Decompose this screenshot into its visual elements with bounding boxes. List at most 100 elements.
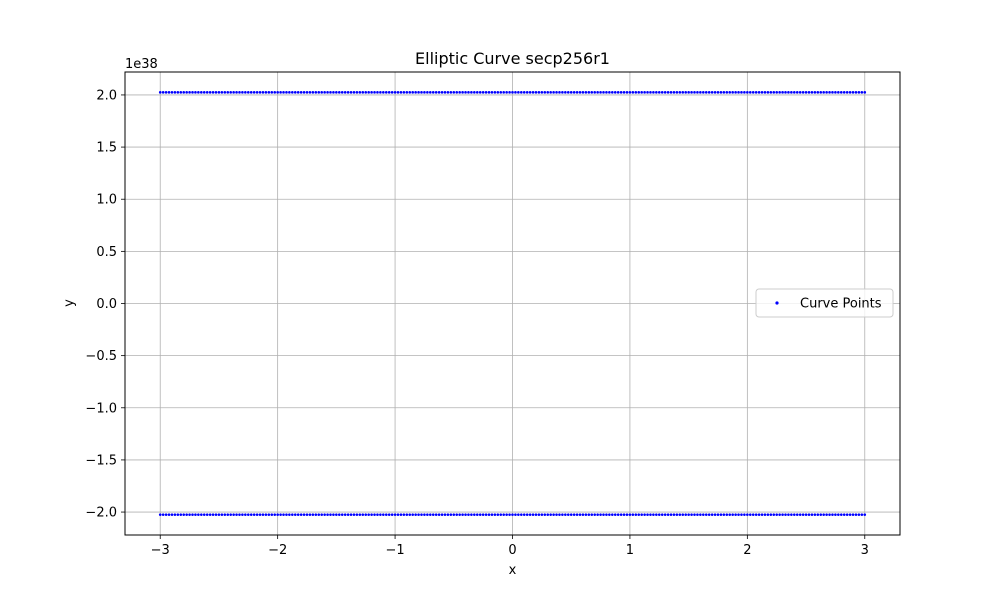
curve-point	[194, 513, 197, 516]
curve-point	[429, 91, 432, 94]
curve-point	[338, 513, 341, 516]
curve-point	[751, 513, 755, 516]
curve-point	[249, 513, 253, 516]
curve-point	[387, 91, 391, 94]
curve-point	[816, 513, 820, 516]
curve-point	[631, 91, 635, 94]
y-offset-text: 1e38	[125, 57, 158, 72]
curve-point	[408, 91, 412, 94]
curve-point	[719, 513, 723, 516]
curve-point	[572, 91, 576, 94]
curve-point	[293, 91, 297, 94]
curve-point	[323, 91, 326, 94]
curve-point	[311, 91, 315, 94]
curve-point	[854, 91, 858, 94]
curve-point	[308, 513, 312, 516]
curve-point	[349, 91, 353, 94]
curve-point	[470, 513, 473, 516]
curve-point	[493, 513, 497, 516]
curve-point	[842, 91, 846, 94]
curve-point	[842, 513, 846, 516]
curve-point	[740, 91, 743, 94]
curve-point	[675, 513, 679, 516]
curve-point	[340, 513, 344, 516]
curve-point	[649, 91, 652, 94]
curve-point	[276, 513, 279, 516]
curve-point	[426, 513, 429, 516]
curve-point	[167, 91, 171, 94]
curve-point	[605, 513, 608, 516]
y-axis-label: y	[62, 299, 77, 307]
curve-point	[431, 513, 435, 516]
curve-point	[329, 91, 332, 94]
curve-point	[161, 513, 165, 516]
curve-point	[728, 513, 732, 516]
curve-point	[558, 513, 561, 516]
curve-point	[338, 91, 341, 94]
curve-point	[308, 91, 312, 94]
curve-point	[713, 513, 717, 516]
curve-point	[657, 513, 661, 516]
curve-point	[202, 513, 206, 516]
curve-point	[860, 513, 864, 516]
curve-point	[452, 91, 456, 94]
curve-point	[675, 91, 679, 94]
curve-point	[778, 91, 781, 94]
curve-point	[429, 513, 432, 516]
curve-point	[702, 91, 705, 94]
curve-point	[302, 91, 306, 94]
curve-point	[599, 91, 602, 94]
y-tick-label: 0.0	[96, 297, 117, 312]
curve-point	[173, 91, 177, 94]
curve-point	[637, 513, 641, 516]
curve-point	[778, 513, 781, 516]
curve-point	[364, 91, 368, 94]
curve-point	[837, 513, 840, 516]
curve-point	[355, 91, 359, 94]
curve-point	[211, 513, 215, 516]
curve-point	[716, 513, 720, 516]
curve-point	[754, 91, 758, 94]
curve-point	[382, 513, 385, 516]
curve-point	[848, 91, 852, 94]
curve-point	[185, 513, 188, 516]
curve-point	[566, 513, 570, 516]
curve-point	[590, 513, 594, 516]
curve-point	[402, 513, 406, 516]
curve-point	[217, 513, 221, 516]
curve-point	[200, 91, 203, 94]
curve-point	[584, 91, 588, 94]
curve-point	[704, 513, 708, 516]
curve-point	[214, 513, 218, 516]
curve-point	[757, 91, 761, 94]
curve-point	[205, 91, 209, 94]
curve-point	[508, 513, 511, 516]
curve-point	[481, 91, 485, 94]
x-tick-label: 0	[508, 543, 516, 558]
curve-point	[622, 91, 626, 94]
curve-point	[722, 513, 726, 516]
curve-point	[191, 513, 194, 516]
curve-point	[740, 513, 743, 516]
curve-point	[320, 91, 323, 94]
curve-point	[437, 91, 441, 94]
curve-point	[247, 91, 250, 94]
curve-point	[616, 513, 620, 516]
legend-box	[755, 288, 894, 318]
curve-point	[819, 91, 823, 94]
curve-point	[299, 513, 303, 516]
curve-point	[373, 513, 376, 516]
curve-point	[863, 91, 867, 94]
curve-point	[781, 513, 784, 516]
curve-point	[164, 91, 168, 94]
curve-point	[484, 91, 488, 94]
curve-point	[182, 513, 186, 516]
curve-point	[484, 513, 488, 516]
curve-point	[434, 91, 438, 94]
curve-point	[490, 513, 494, 516]
curve-point	[572, 513, 576, 516]
curve-point	[264, 513, 268, 516]
curve-point	[857, 91, 861, 94]
curve-point	[202, 91, 206, 94]
curve-point	[760, 513, 764, 516]
